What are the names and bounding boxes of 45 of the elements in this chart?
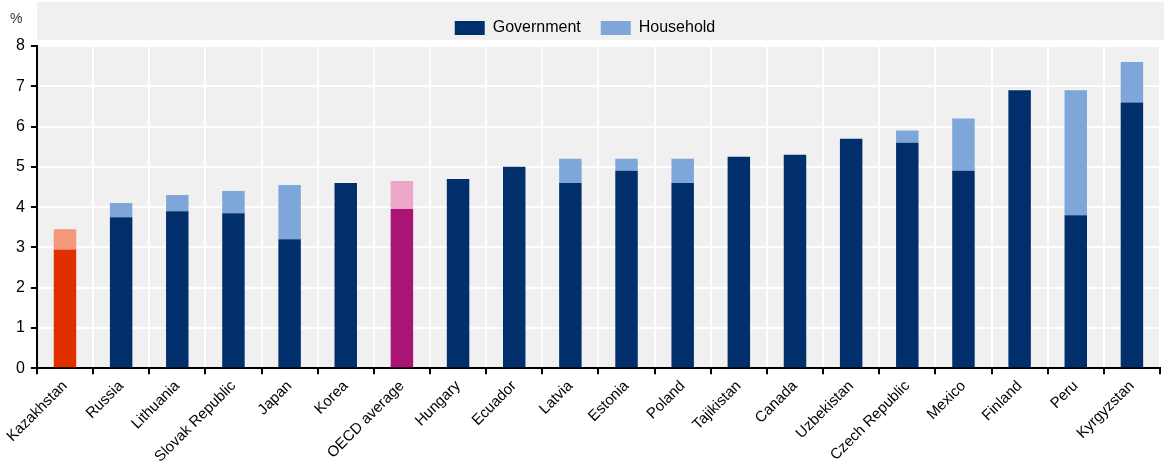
bar [278,239,301,368]
bar [952,118,975,171]
bar [53,249,77,368]
y-tick-label: 5 [15,157,25,175]
y-tick-label: 8 [15,36,25,54]
bar [671,158,694,183]
bar [559,182,582,368]
bar [390,209,414,368]
bar [896,130,919,143]
bar [783,154,807,368]
y-tick-label: 1 [15,318,25,336]
y-tick-label: 2 [15,278,25,296]
bar [222,191,245,214]
bar [559,158,582,183]
legend-label: Government [492,18,582,36]
bar [839,138,863,368]
bar [1008,90,1031,368]
bar [1064,90,1087,216]
y-tick-label: 0 [15,358,25,376]
bar [1120,62,1144,103]
bar [952,170,975,368]
y-tick-label: 7 [15,76,25,94]
bar [727,156,751,368]
bar [109,203,133,218]
bar [278,184,301,240]
legend-label: Household [638,18,716,36]
y-axis-title: % [10,9,23,26]
bar [896,142,919,368]
bar [446,178,470,368]
bar [615,170,638,368]
bar [390,180,414,210]
y-tick-label: 6 [15,116,25,134]
bar [166,195,189,212]
bar [1120,102,1144,368]
bar [166,211,189,368]
bar [53,229,77,250]
bar [671,182,694,368]
bar [109,217,133,368]
y-tick-label: 3 [15,237,25,255]
bar [502,166,526,368]
bar [615,158,638,171]
bar [222,213,245,368]
bar [1064,215,1087,368]
bar [334,182,357,368]
y-tick-label: 4 [15,197,25,215]
